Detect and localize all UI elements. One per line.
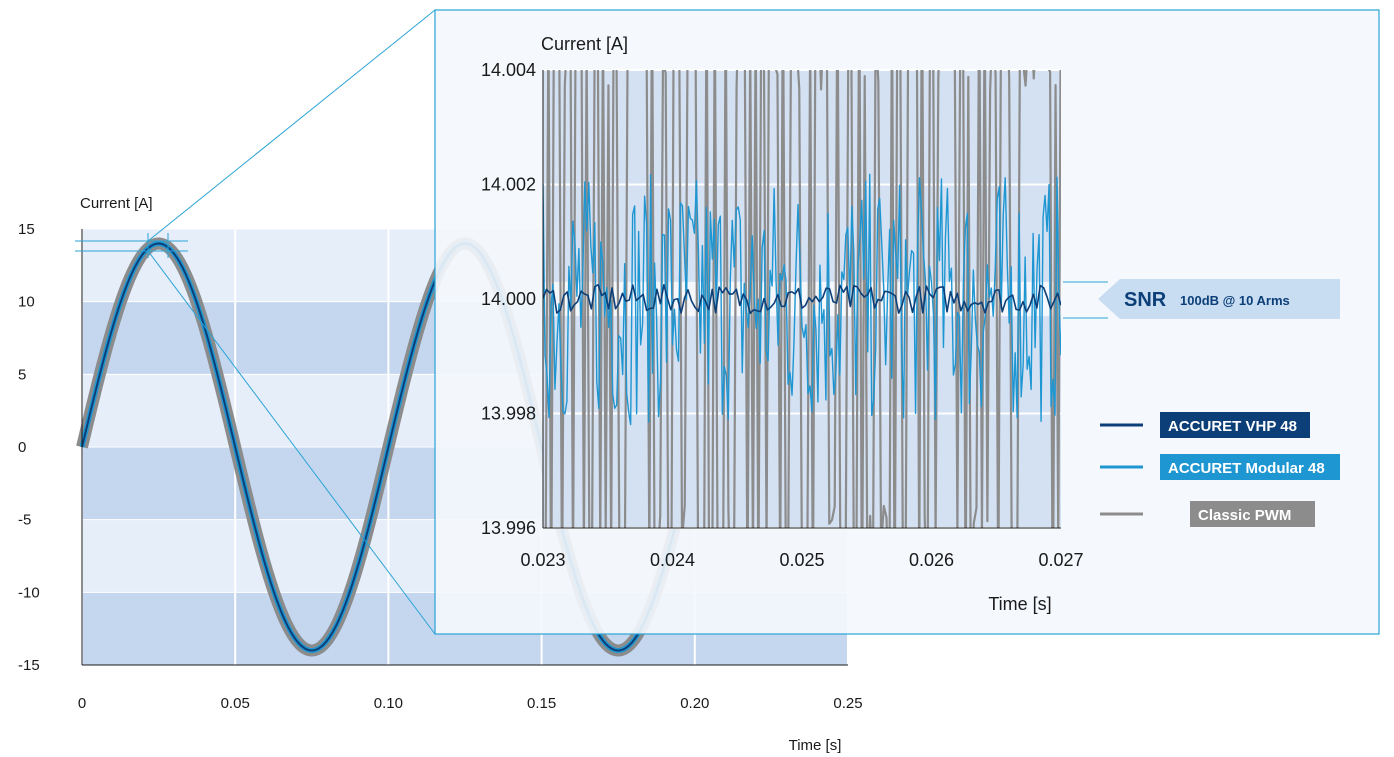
zoom-y-tick-label: 14.000: [481, 289, 536, 309]
main-x-tick-label: 0.15: [527, 695, 556, 712]
zoom-x-tick-labels: 0.023 0.024 0.025 0.026 0.027: [520, 550, 1083, 570]
legend-label-classic-pwm: Classic PWM: [1198, 507, 1291, 524]
main-x-axis-title: Time [s]: [789, 737, 842, 754]
legend-label-vhp48: ACCURET VHP 48: [1168, 418, 1297, 435]
zoom-x-tick-label: 0.027: [1038, 550, 1083, 570]
zoom-y-tick-label: 13.998: [481, 404, 536, 424]
zoom-y-tick-labels: 14.004 14.002 14.000 13.998 13.996: [481, 60, 536, 538]
legend-badge-classic-pwm: [1190, 501, 1315, 527]
zoom-y-tick-label: 13.996: [481, 518, 536, 538]
legend-item-vhp48: ACCURET VHP 48: [1100, 412, 1310, 438]
zoom-x-tick-label: 0.025: [779, 550, 824, 570]
zoom-x-tick-label: 0.023: [520, 550, 565, 570]
main-x-tick-label: 0.10: [374, 695, 403, 712]
snr-label: SNR: [1124, 289, 1167, 311]
zoom-series-group: [543, 70, 1061, 528]
zoom-connector-bottom: [147, 250, 436, 635]
legend-badge-modular48: [1160, 454, 1340, 480]
legend-badge-vhp48: [1160, 412, 1310, 438]
zoom-series-line: [543, 283, 1061, 315]
snr-arrow-badge: [1098, 279, 1340, 319]
zoom-band: [543, 70, 1061, 185]
legend-item-classic-pwm: Classic PWM: [1100, 501, 1315, 527]
main-y-tick-labels: 15 10 5 0 -5 -10 -15: [18, 221, 40, 674]
main-x-tick-label: 0.05: [221, 695, 250, 712]
zoom-series-line: [544, 70, 1061, 528]
legend-label-modular48: ACCURET Modular 48: [1168, 460, 1325, 477]
zoom-y-tick-label: 14.004: [481, 60, 536, 80]
zoom-y-axis-title: Current [A]: [541, 34, 628, 54]
main-x-tick-label: 0.20: [680, 695, 709, 712]
main-x-tick-labels: 0 0.05 0.10 0.15 0.20 0.25: [78, 695, 863, 712]
zoom-indicator: [75, 9, 436, 635]
snr-callout: SNR 100dB @ 10 Arms: [1063, 279, 1340, 319]
main-y-tick-label: -10: [18, 584, 40, 601]
main-y-axis-title: Current [A]: [80, 195, 153, 212]
main-x-tick-label: 0.25: [833, 695, 862, 712]
legend-item-modular48: ACCURET Modular 48: [1100, 454, 1340, 480]
zoom-x-tick-label: 0.026: [909, 550, 954, 570]
legend: ACCURET VHP 48 ACCURET Modular 48 Classi…: [1100, 412, 1340, 527]
main-y-tick-label: 10: [18, 294, 35, 311]
main-y-tick-label: -15: [18, 657, 40, 674]
main-y-tick-label: -5: [18, 512, 31, 529]
snr-value: 100dB @ 10 Arms: [1180, 293, 1290, 308]
main-y-tick-label: 15: [18, 221, 35, 238]
main-y-tick-label: 5: [18, 366, 26, 383]
zoom-x-axis-title: Time [s]: [988, 594, 1051, 614]
main-x-tick-label: 0: [78, 695, 86, 712]
zoom-x-tick-label: 0.024: [650, 550, 695, 570]
zoom-y-tick-label: 14.002: [481, 175, 536, 195]
zoom-connector-top: [147, 9, 436, 242]
main-y-tick-label: 0: [18, 439, 26, 456]
